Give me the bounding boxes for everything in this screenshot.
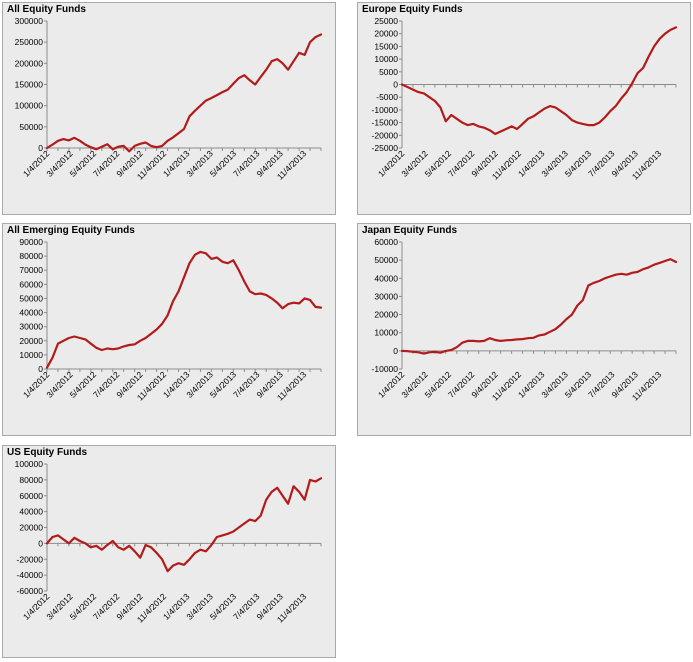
y-tick-label: 10000 xyxy=(374,328,398,338)
y-tick-label: 60000 xyxy=(374,237,398,247)
chart-plot: -60000 -40000 -20000 0 20000 40000 60000 80000 1… xyxy=(15,459,323,625)
chart-title: All Emerging Equity Funds xyxy=(7,225,135,236)
series-line xyxy=(45,33,323,153)
y-tick-label: 30000 xyxy=(374,291,398,301)
y-tick-label: -25000 xyxy=(372,143,399,153)
y-tick-label: 300000 xyxy=(15,16,44,26)
y-tick-label: 50000 xyxy=(374,255,398,265)
y-tick-label: 40000 xyxy=(19,308,43,318)
chart-plot: -25000 -20000 -15000 -10000 -5000 0 5000 10000 1… xyxy=(372,16,678,182)
y-tick-label: -10000 xyxy=(372,364,399,374)
chart-europe-equity-funds: Europe Equity Funds -25000 -20000 -15000 -1… xyxy=(357,2,691,215)
series-line xyxy=(400,258,678,355)
y-tick-label: -60000 xyxy=(17,586,44,596)
chart-plot: -1000001000020000300004000050000600001/4… xyxy=(372,237,678,403)
series-line xyxy=(45,250,323,369)
y-tick-label: 70000 xyxy=(19,265,43,275)
chart-plot: 0500001000001500002000002500003000001/4/… xyxy=(15,16,323,182)
y-tick-label: 40000 xyxy=(19,507,43,517)
y-tick-label: 10000 xyxy=(19,350,43,360)
y-tick-label: 20000 xyxy=(374,29,398,39)
y-tick-label: 25000 xyxy=(374,16,398,26)
y-tick-label: 15000 xyxy=(374,41,398,51)
y-tick-label: 0 xyxy=(393,346,398,356)
y-tick-label: 60000 xyxy=(19,491,43,501)
y-tick-label: 90000 xyxy=(19,237,43,247)
chart-title: US Equity Funds xyxy=(7,447,87,458)
y-tick-label: 50000 xyxy=(19,293,43,303)
y-tick-label: 80000 xyxy=(19,475,43,485)
y-tick-label: 100000 xyxy=(15,101,44,111)
y-tick-label: -15000 xyxy=(372,118,399,128)
y-tick-label: 20000 xyxy=(19,523,43,533)
y-tick-label: 50000 xyxy=(19,122,43,132)
y-tick-label: 80000 xyxy=(19,251,43,261)
y-tick-label: 200000 xyxy=(15,58,44,68)
y-tick-label: 250000 xyxy=(15,37,44,47)
y-tick-label: 20000 xyxy=(374,310,398,320)
chart-title: Europe Equity Funds xyxy=(362,4,463,15)
y-tick-label: 20000 xyxy=(19,336,43,346)
y-tick-label: 0 xyxy=(393,80,398,90)
y-tick-label: 60000 xyxy=(19,279,43,289)
chart-all-equity-funds: All Equity Funds 0 50000 100000 150000 20000… xyxy=(2,2,336,215)
y-tick-label: -40000 xyxy=(17,570,44,580)
chart-us-equity-funds: US Equity Funds -60000 -40000 -20000 0 20000… xyxy=(2,445,336,658)
chart-japan-equity-funds: Japan Equity Funds -10000 0 10000 20000 3000… xyxy=(357,223,691,436)
y-tick-label: 40000 xyxy=(374,273,398,283)
y-tick-label: 0 xyxy=(38,538,43,548)
y-tick-label: 30000 xyxy=(19,322,43,332)
chart-plot: 0 10000 20000 30000 40000 50000 60000 70000 8000… xyxy=(19,237,323,403)
chart-all-emerging-equity-funds: All Emerging Equity Funds 0 10000 20000 300… xyxy=(2,223,336,436)
y-tick-label: 0 xyxy=(38,143,43,153)
y-tick-label: 10000 xyxy=(374,54,398,64)
y-tick-label: -5000 xyxy=(376,92,398,102)
chart-title: Japan Equity Funds xyxy=(362,225,458,236)
y-tick-label: -20000 xyxy=(372,130,399,140)
y-tick-label: 0 xyxy=(38,364,43,374)
series-line xyxy=(400,26,678,136)
chart-title: All Equity Funds xyxy=(7,4,86,15)
y-tick-label: 5000 xyxy=(379,67,398,77)
y-tick-label: 100000 xyxy=(15,459,44,469)
y-tick-label: -10000 xyxy=(372,105,399,115)
series-line xyxy=(45,477,323,573)
y-tick-label: -20000 xyxy=(17,554,44,564)
y-tick-label: 150000 xyxy=(15,80,44,90)
